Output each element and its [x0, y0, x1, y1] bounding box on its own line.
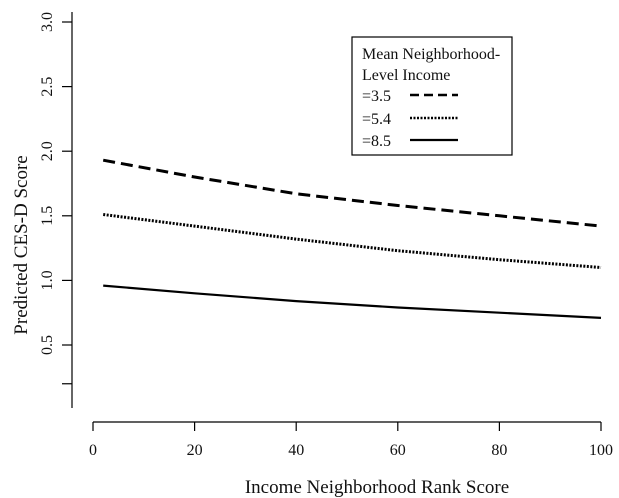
legend-title-line-1: Mean Neighborhood-	[362, 46, 500, 63]
x-tick-label: 20	[187, 442, 203, 459]
axes	[71, 12, 601, 423]
y-axis-title: Predicted CES-D Score	[11, 155, 32, 334]
y-ticks: 0.5 1.0 1.5 2.0 2.5 3.0	[39, 12, 72, 385]
y-tick-label: 1.5	[39, 206, 56, 226]
series-line-dotted	[103, 213, 602, 269]
y-tick-label: 0.5	[39, 335, 56, 355]
series-line-solid	[103, 284, 602, 319]
x-tick-label: 0	[89, 442, 97, 459]
x-tick-label: 80	[491, 442, 507, 459]
legend: Mean Neighborhood- Level Income =3.5 =5.…	[351, 36, 513, 156]
y-tick-label: 2.0	[39, 141, 56, 161]
legend-label-series-3: =8.5	[362, 133, 391, 150]
x-tick-label: 100	[589, 442, 613, 459]
legend-label-series-2: =5.4	[362, 111, 391, 128]
x-ticks: 0 20 40 60 80 100	[89, 422, 613, 459]
series-line-dashed	[102, 158, 602, 228]
y-tick-label: 2.5	[39, 77, 56, 97]
x-tick-label: 40	[288, 442, 304, 459]
series-group	[102, 158, 602, 319]
x-axis-title: Income Neighborhood Rank Score	[245, 477, 509, 498]
legend-title-line-2: Level Income	[362, 67, 450, 84]
y-tick-label: 3.0	[39, 12, 56, 32]
legend-label-series-1: =3.5	[362, 88, 391, 105]
y-tick-label: 1.0	[39, 270, 56, 290]
x-tick-label: 60	[390, 442, 406, 459]
